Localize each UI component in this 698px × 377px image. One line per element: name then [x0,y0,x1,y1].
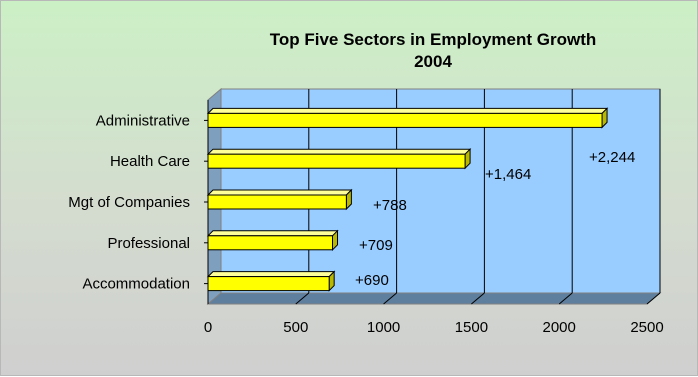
bar-top-face [206,148,472,155]
gridline-floor [558,292,573,305]
chart-title: Top Five Sectors in Employment Growth [270,30,597,49]
bar [207,112,603,128]
data-label: +709 [359,237,393,254]
data-label: +1,464 [485,166,531,183]
plot-floor [206,292,662,305]
x-tick-label: 1000 [367,319,400,336]
bar-top-face [206,189,353,196]
bars [204,107,609,292]
x-tick-label: 2500 [630,319,663,336]
bar [207,194,347,210]
gridline-floor [471,292,485,305]
data-labels: +2,244 +1,464 +788 +709 +690 [355,149,635,289]
category-label: Health Care [110,153,190,170]
x-tick-label: 0 [204,319,212,336]
x-tick-label: 500 [283,319,308,336]
x-axis-tick-labels: 0 500 1000 1500 2000 2500 [204,319,664,336]
data-label: +788 [373,197,407,214]
x-tick-label: 2000 [543,319,576,336]
category-labels: Administrative Health Care Mgt of Companie… [68,112,190,292]
bar-top-face [206,271,336,278]
x-tick-label: 1500 [455,319,488,336]
gridline-floor [646,292,661,305]
bar [207,235,334,251]
bar-top-face [206,107,609,114]
gridline-floor [295,292,310,305]
category-label: Professional [107,235,190,252]
bar [207,153,466,169]
chart-subtitle: 2004 [414,52,452,71]
category-label: Administrative [96,112,190,129]
gridline-floor [383,292,397,305]
data-label: +2,244 [589,149,635,166]
category-label: Accommodation [82,276,190,293]
category-label: Mgt of Companies [68,194,190,211]
data-label: +690 [355,272,389,289]
bar [207,276,330,292]
bar-top-face [206,230,339,237]
